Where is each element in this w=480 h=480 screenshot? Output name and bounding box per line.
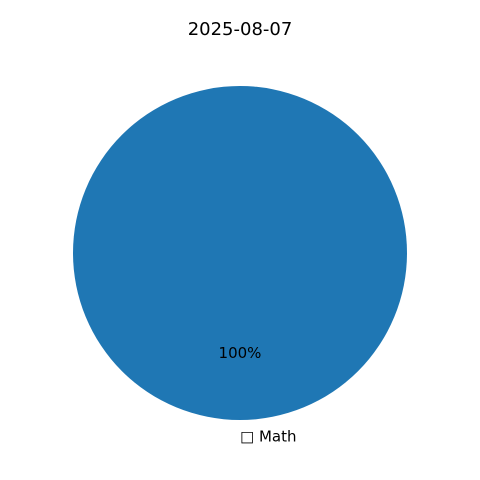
pie-labels: 100% □ Math (219, 344, 297, 446)
pie-slice (73, 86, 407, 420)
slice-percent-label: 100% (219, 344, 262, 362)
pie-slices (73, 86, 407, 420)
slice-category-label: □ Math (240, 428, 296, 446)
chart-title: 2025-08-07 (188, 19, 293, 40)
